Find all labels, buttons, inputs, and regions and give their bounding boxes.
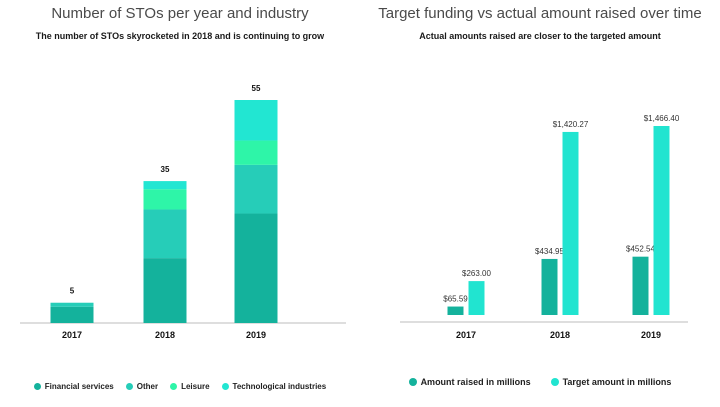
bar-segment [50,306,94,323]
bar-value-label: $65.59 [443,295,468,304]
sto-count-legend: Financial services Other Leisure Technologi… [0,382,360,391]
sto-count-chart: 5 2017 35 2018 55 2019 [20,84,346,340]
bar-segment [143,189,187,210]
legend-swatch [125,383,133,390]
legend-swatch [170,383,178,390]
chart-title: Target funding vs actual amount raised o… [378,5,702,22]
bar-segment [143,258,187,323]
legend-item: Leisure [170,382,210,391]
chart-title: Number of STOs per year and industry [51,5,309,22]
bar-total-label: 55 [252,84,261,93]
legend-item: Other [125,382,159,391]
bar-segment [143,181,187,190]
x-tick-label: 2017 [456,330,476,340]
funding-legend: Amount raised in millions Target amount i… [360,377,720,387]
bar-segment [143,209,187,259]
sto-count-panel: Number of STOs per year and industry The… [0,5,360,391]
funding-panel: Target funding vs actual amount raised o… [360,0,720,407]
chart-subtitle: The number of STOs skyrocketed in 2018 a… [35,31,325,41]
legend-swatch [550,378,559,386]
legend-swatch [33,383,41,390]
legend-label: Other [136,382,159,391]
bar-segment [50,302,94,307]
bar-total-label: 5 [70,287,75,296]
x-tick-label: 2018 [550,330,570,340]
bar-value-label: $452.54 [626,245,655,254]
bar-segment [234,100,278,141]
legend-label: Financial services [44,382,114,391]
bar-value-label: $263.00 [462,269,491,278]
legend-label: Leisure [181,382,210,391]
legend-label: Technological industries [232,382,327,391]
bar [447,306,464,315]
bar [653,126,670,315]
legend-label: Amount raised in millions [420,377,531,387]
bar-segment [234,164,278,214]
bar-value-label: $1,466.40 [644,114,680,123]
x-tick-label: 2019 [641,330,661,340]
bar [632,256,649,315]
funding-chart: $65.59 $263.00 2017 $434.95 $1,420.27 2018 $45… [400,114,688,340]
x-tick-label: 2018 [155,330,175,340]
legend-label: Target amount in millions [562,377,672,387]
bar-segment [234,213,278,323]
bar [468,281,485,315]
bar-value-label: $1,420.27 [553,120,589,129]
bar [541,258,558,315]
legend-item: Technological industries [221,382,327,391]
bar-total-label: 35 [161,165,170,174]
bar [562,131,579,315]
legend-swatch [408,378,417,386]
x-tick-label: 2017 [62,330,82,340]
legend-swatch [221,383,229,390]
chart-subtitle: Actual amounts raised are closer to the … [419,31,661,41]
bar-value-label: $434.95 [535,247,564,256]
legend-item: Amount raised in millions [408,377,531,387]
x-tick-label: 2019 [246,330,266,340]
legend-item: Target amount in millions [550,377,672,387]
legend-item: Financial services [33,382,114,391]
bar-segment [234,140,278,165]
